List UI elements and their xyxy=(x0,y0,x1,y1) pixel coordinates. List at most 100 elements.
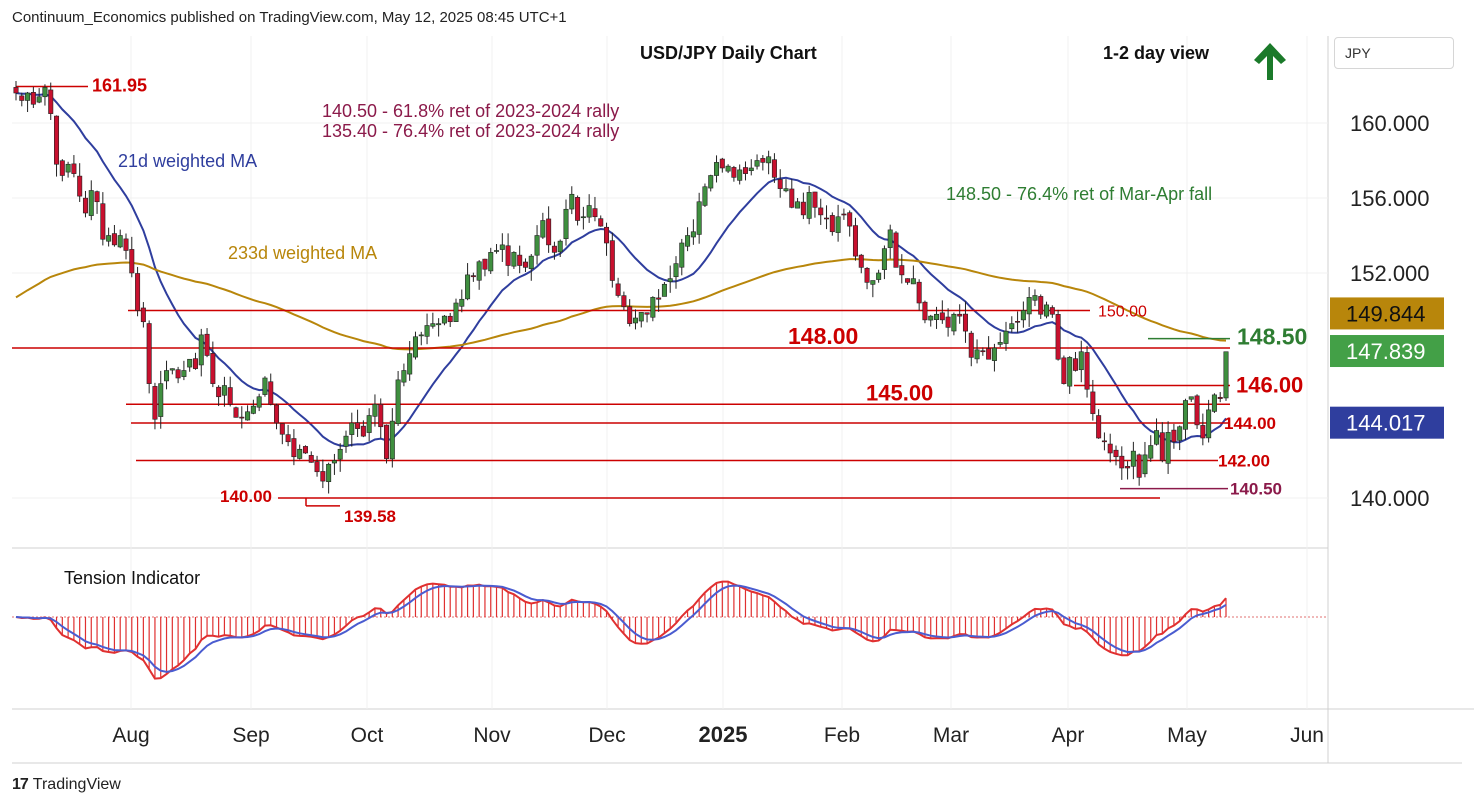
candle-body xyxy=(604,226,610,244)
candle-body xyxy=(719,158,725,169)
candle-body xyxy=(297,448,303,459)
level-label-140.00: 140.00 xyxy=(220,487,272,506)
candle-body xyxy=(349,422,355,435)
x-tick-label: Dec xyxy=(588,724,625,747)
x-tick-label: Sep xyxy=(232,724,269,747)
candle-body xyxy=(88,190,94,216)
tension-line xyxy=(15,580,1227,680)
candle-body xyxy=(48,89,54,114)
currency-selector[interactable]: JPY xyxy=(1334,37,1454,69)
candle-body xyxy=(789,188,795,208)
candle-body xyxy=(997,342,1003,345)
brand-label: TradingView xyxy=(32,776,121,793)
candle-body xyxy=(1177,426,1183,441)
candle-body xyxy=(331,460,337,464)
price-tag-label: 144.017 xyxy=(1346,411,1426,436)
candle-body xyxy=(355,422,361,429)
candle-body xyxy=(499,244,505,250)
candle-body xyxy=(1188,396,1194,400)
price-tag-label: 147.839 xyxy=(1346,339,1426,364)
candle-body xyxy=(1119,455,1125,469)
candle-body xyxy=(447,315,453,323)
candle-body xyxy=(366,415,372,433)
candle-body xyxy=(1026,297,1032,315)
candle-body xyxy=(106,235,112,242)
x-tick-label: Nov xyxy=(473,724,511,747)
candle-body xyxy=(702,186,708,206)
candle-body xyxy=(534,235,540,256)
candle-body xyxy=(1101,440,1107,443)
candle-body xyxy=(19,95,25,101)
x-tick-label: Mar xyxy=(933,724,969,747)
candle-body xyxy=(1159,432,1165,461)
candlesticks xyxy=(13,80,1229,494)
candle-body xyxy=(1032,295,1038,301)
ma233-line xyxy=(15,258,1227,351)
tradingview-logo[interactable]: 17 TradingView xyxy=(12,776,121,794)
candle-body xyxy=(65,163,71,173)
candle-body xyxy=(470,275,476,278)
candle-body xyxy=(505,245,511,266)
tradingview-logo-icon: 17 xyxy=(12,776,29,793)
candle-body xyxy=(806,192,812,219)
candle-body xyxy=(360,425,366,437)
y-tick-label: 152.000 xyxy=(1350,261,1430,286)
level-label-146.00: 146.00 xyxy=(1236,373,1303,398)
candle-body xyxy=(1113,449,1119,458)
candle-body xyxy=(395,379,401,425)
candle-body xyxy=(511,252,517,267)
tension-indicator-pane: Tension Indicator xyxy=(12,568,1328,680)
candle-body xyxy=(644,312,650,315)
candle-body xyxy=(540,220,546,238)
candle-body xyxy=(1125,466,1131,469)
candle-body xyxy=(1142,454,1148,475)
candle-body xyxy=(847,212,853,227)
candle-body xyxy=(378,403,384,428)
level-label-161.95: 161.95 xyxy=(92,75,147,95)
candle-body xyxy=(962,313,968,332)
candle-body xyxy=(152,386,158,420)
candle-body xyxy=(1148,445,1154,459)
candle-body xyxy=(569,193,575,210)
candle-body xyxy=(1084,352,1090,390)
x-tick-label: 2025 xyxy=(699,722,748,747)
candle-body xyxy=(615,283,621,296)
candle-body xyxy=(164,370,170,382)
ma21-line xyxy=(15,92,1227,447)
candle-body xyxy=(812,191,818,208)
annotation-61-8-ret: 140.50 - 61.8% ret of 2023-2024 rally xyxy=(322,101,619,121)
candle-body xyxy=(140,307,146,323)
candle-body xyxy=(1182,400,1188,430)
candle-body xyxy=(899,265,905,276)
candle-body xyxy=(129,249,135,274)
level-label-142.00: 142.00 xyxy=(1218,452,1270,471)
level-label-145.00: 145.00 xyxy=(866,380,933,405)
candle-body xyxy=(250,405,256,414)
candle-body xyxy=(326,463,332,483)
candle-body xyxy=(424,325,430,337)
tension-signal-line xyxy=(15,584,1227,673)
candle-body xyxy=(922,301,928,321)
ma21-label: 21d weighted MA xyxy=(118,151,257,171)
candle-body xyxy=(418,334,424,337)
candle-body xyxy=(100,203,106,240)
candle-body xyxy=(910,278,916,285)
candle-body xyxy=(783,188,789,192)
y-tick-label: 156.000 xyxy=(1350,186,1430,211)
candle-body xyxy=(117,235,123,248)
candle-body xyxy=(407,353,413,375)
candle-body xyxy=(661,283,667,297)
candle-body xyxy=(94,191,100,203)
level-label-148.50: 148.50 xyxy=(1237,324,1307,350)
candle-body xyxy=(650,297,656,318)
view-label: 1-2 day view xyxy=(1103,43,1210,63)
candle-body xyxy=(939,312,945,321)
candle-body xyxy=(725,165,731,172)
candle-body xyxy=(800,201,806,216)
candle-body xyxy=(1015,321,1021,323)
candle-body xyxy=(494,250,500,252)
price-tag xyxy=(1330,335,1444,368)
candle-body xyxy=(1096,415,1102,439)
candle-body xyxy=(864,267,870,283)
